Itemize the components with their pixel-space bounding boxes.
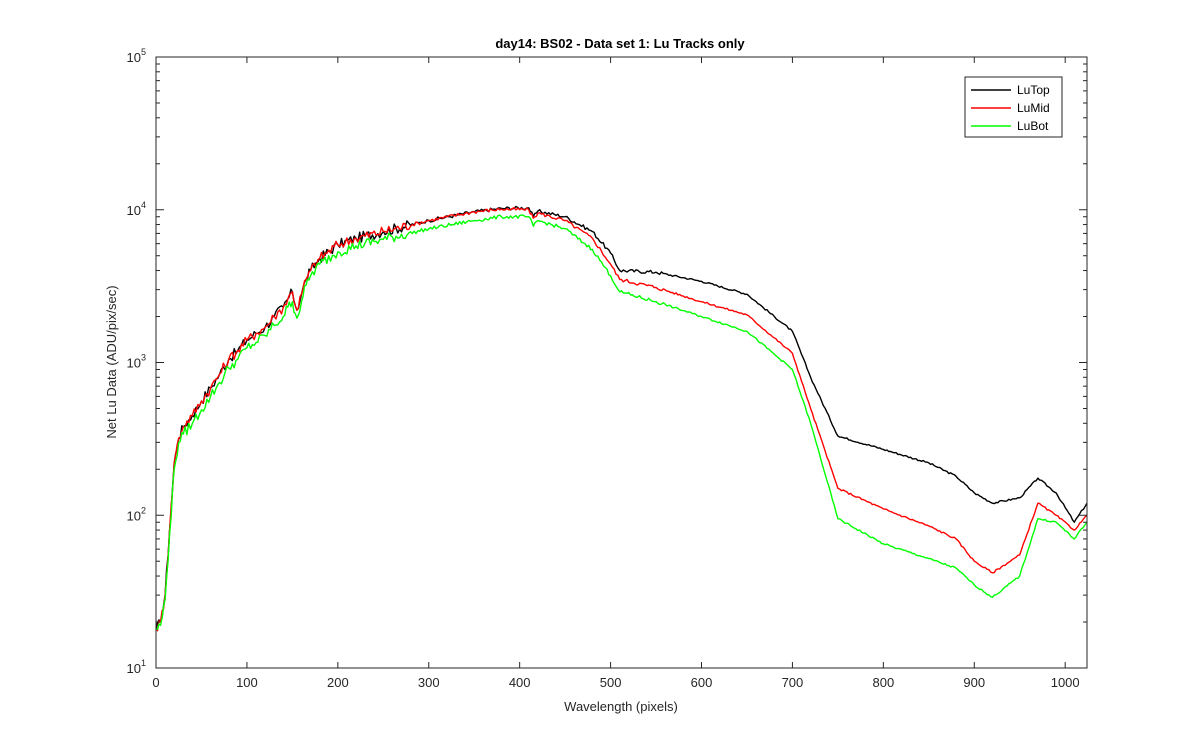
legend-label-lumid: LuMid xyxy=(1017,101,1050,115)
y-tick-label: 103 xyxy=(127,353,146,371)
x-tick-label: 100 xyxy=(236,675,258,690)
chart-title: day14: BS02 - Data set 1: Lu Tracks only xyxy=(495,36,745,51)
legend: LuTop LuMid LuBot xyxy=(964,76,1063,138)
legend-label-lubot: LuBot xyxy=(1017,119,1049,133)
y-tick-label: 102 xyxy=(127,505,146,523)
y-tick-label: 104 xyxy=(127,200,146,218)
x-tick-label: 900 xyxy=(963,675,985,690)
y-tick-label: 101 xyxy=(127,658,146,676)
x-tick-label: 800 xyxy=(872,675,894,690)
x-axis-label: Wavelength (pixels) xyxy=(564,699,678,714)
legend-box xyxy=(964,76,1063,138)
y-axis-label: Net Lu Data (ADU/pix/sec) xyxy=(104,285,119,438)
x-tick-label: 600 xyxy=(691,675,713,690)
x-tick-label: 300 xyxy=(418,675,440,690)
plot-area: 0 100 200 300 400 500 600 700 800 900 1000 1011021… xyxy=(127,47,1088,690)
y-tick-label: 105 xyxy=(127,47,146,65)
series-line-lubot xyxy=(155,214,1088,630)
x-tick-label: 0 xyxy=(152,675,159,690)
series-group xyxy=(155,205,1088,632)
y-axis-ticks: 101 102 103 104 105 xyxy=(127,47,1087,676)
x-tick-label: 500 xyxy=(600,675,622,690)
axes-background xyxy=(156,57,1087,668)
x-tick-label: 400 xyxy=(509,675,531,690)
x-tick-label: 200 xyxy=(327,675,349,690)
x-tick-label: 1000 xyxy=(1051,675,1080,690)
x-tick-label: 700 xyxy=(782,675,804,690)
x-axis-ticks: 0 100 200 300 400 500 600 700 800 900 1000 xyxy=(152,57,1080,690)
legend-label-lutop: LuTop xyxy=(1017,83,1050,97)
series-line-lumid xyxy=(155,207,1088,632)
